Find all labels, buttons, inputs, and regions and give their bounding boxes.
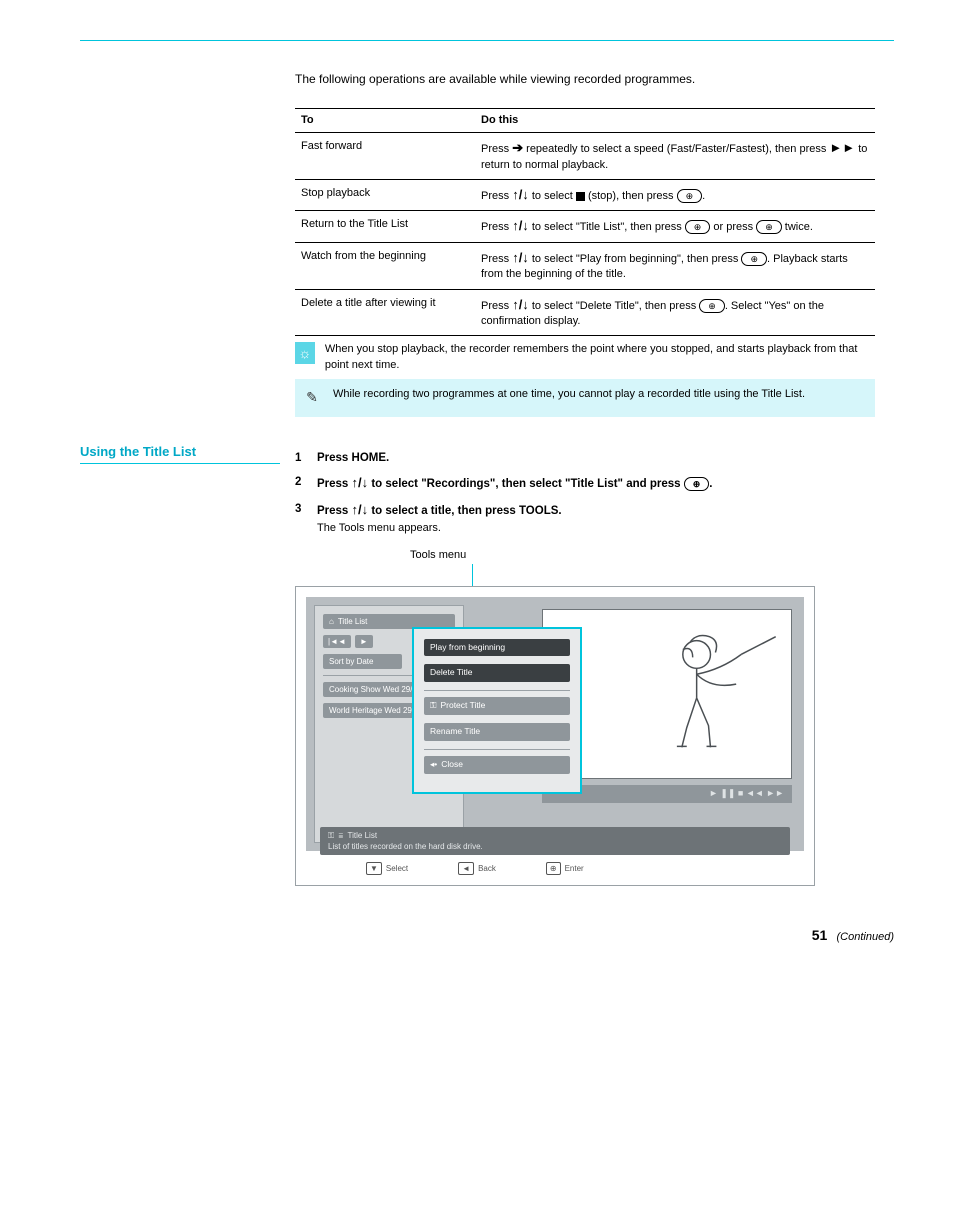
enter-icon: ⊕ <box>741 252 767 266</box>
prev-icon: |◄◄ <box>323 635 351 648</box>
lock-icon: ⚿ <box>430 700 436 710</box>
enter-icon: ⊕ <box>677 189 703 203</box>
pointer-label: Tools menu <box>410 548 894 563</box>
enter-icon: ⊕ <box>699 299 725 313</box>
page-number: 51 <box>812 927 828 943</box>
play-icon: ► <box>355 635 373 648</box>
note-icon: ✎ <box>301 387 323 409</box>
continued-label: (Continued) <box>837 931 894 943</box>
stop-icon <box>576 192 585 201</box>
table-row: Stop playback Press ↑/↓ to select (stop)… <box>295 179 875 210</box>
popup-item-close[interactable]: ◂•Close <box>424 756 570 774</box>
enter-key-icon: ⊕ <box>546 862 561 875</box>
tv-screenshot: ⌂Title List |◄◄ ► Sort by Date Cooking S… <box>295 586 815 886</box>
up-down-icon: ↑/↓ <box>512 218 529 233</box>
key-icon: ⚿ <box>328 831 334 840</box>
table-row: Watch from the beginning Press ↑/↓ to se… <box>295 242 875 289</box>
intro-text: The following operations are available w… <box>295 71 894 88</box>
up-down-icon: ↑/↓ <box>512 187 529 202</box>
arrow-right-icon: ➔ <box>512 140 523 155</box>
th-do: Do this <box>475 108 875 132</box>
up-down-icon: ↑/↓ <box>352 475 369 490</box>
steps: 1 Press HOME. 2 Press ↑/↓ to select "Rec… <box>295 450 894 536</box>
list-icon: ≣ <box>339 831 344 840</box>
up-down-icon: ↑/↓ <box>512 250 529 265</box>
table-row: Return to the Title List Press ↑/↓ to se… <box>295 211 875 242</box>
tip-row: ☼ When you stop playback, the recorder r… <box>295 336 875 379</box>
help-bar: ⚿ ≣ Title List List of titles recorded o… <box>320 827 790 855</box>
popup-item-delete[interactable]: Delete Title <box>424 664 570 682</box>
up-down-icon: ↑/↓ <box>512 297 529 312</box>
fast-forward-icon: ►► <box>829 140 855 155</box>
tools-popup: Play from beginning Delete Title ⚿Protec… <box>412 627 582 794</box>
popup-item-rename[interactable]: Rename Title <box>424 723 570 741</box>
tip-icon: ☼ <box>295 342 315 364</box>
left-key-icon: ◄ <box>458 862 474 875</box>
operations-table: To Do this Fast forward Press ➔ repeated… <box>295 108 875 337</box>
sort-pill: Sort by Date <box>323 654 402 669</box>
enter-icon: ⊕ <box>685 220 711 234</box>
note-row: ✎ While recording two programmes at one … <box>295 379 875 417</box>
table-row: Fast forward Press ➔ repeatedly to selec… <box>295 133 875 180</box>
section-heading: Using the Title List <box>80 443 280 464</box>
back-icon: ◂• <box>430 759 437 769</box>
popup-item-play[interactable]: Play from beginning <box>424 639 570 657</box>
down-key-icon: ▼ <box>366 862 382 875</box>
enter-icon: ⊕ <box>756 220 782 234</box>
table-row: Delete a title after viewing it Press ↑/… <box>295 289 875 336</box>
popup-item-protect[interactable]: ⚿Protect Title <box>424 697 570 715</box>
up-down-icon: ↑/↓ <box>352 502 369 517</box>
footer-hints: ▼Select ◄Back ⊕Enter <box>306 859 804 879</box>
enter-icon: ⊕ <box>684 477 710 491</box>
th-to: To <box>295 108 475 132</box>
